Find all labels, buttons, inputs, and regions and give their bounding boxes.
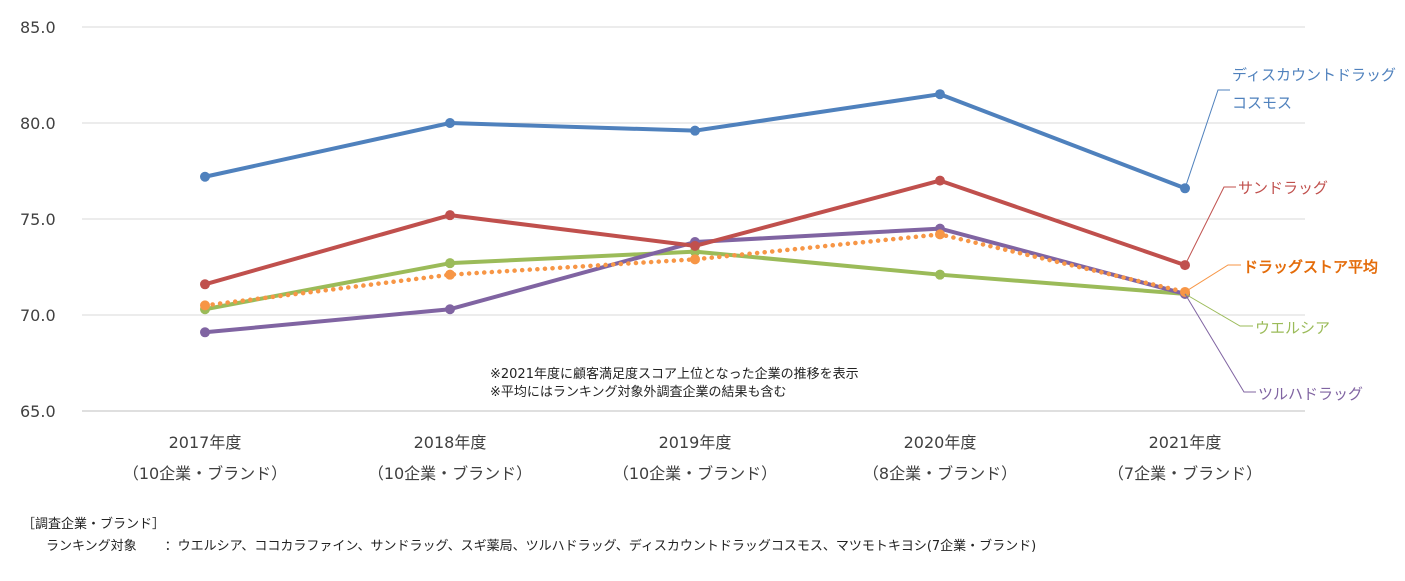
series-label: ドラッグストア平均 [1243, 258, 1378, 276]
data-point [690, 254, 700, 265]
x-tick-sublabel: （7企業・ブランド） [1108, 464, 1262, 483]
data-point [690, 240, 700, 251]
y-tick-label: 75.0 [20, 210, 56, 229]
data-point [445, 304, 455, 315]
x-tick-label: 2019年度 [659, 433, 732, 452]
series-line [203, 178, 1187, 287]
series-leader-line [1184, 264, 1241, 293]
series-label: ツルハドラッグ [1258, 385, 1363, 403]
data-point [935, 175, 945, 186]
data-point [690, 125, 700, 136]
series-leader-line [1184, 293, 1253, 327]
data-point [935, 269, 945, 280]
footnote-heading: ［調査企業・ブランド］ [22, 517, 166, 532]
footnote-row: ランキング対象 ：ウエルシア、ココカラファイン、サンドラッグ、スギ薬局、ツルハドラ… [22, 536, 1036, 558]
x-tick-sublabel: （8企業・ブランド） [863, 464, 1017, 483]
line-chart: 65.0 70.0 75.0 80.0 85.0 2017年度 （10企業・ブランド） 201… [20, 18, 1396, 483]
y-tick-label: 70.0 [20, 306, 56, 325]
footnote-text: ：ウエルシア、ココカラファイン、サンドラッグ、スギ薬局、ツルハドラッグ、ディスカ… [164, 539, 1037, 554]
chart-annotation: ※2021年度に顧客満足度スコア上位となった企業の推移を表示 [490, 366, 859, 382]
series-label: コスモス [1232, 94, 1292, 112]
y-tick-label: 65.0 [20, 402, 56, 421]
series-line [203, 92, 1187, 191]
series-label: ディスカウントドラッグ [1232, 66, 1396, 84]
y-tick-label: 85.0 [20, 18, 56, 37]
series-label: サンドラッグ [1238, 179, 1328, 197]
data-point [935, 229, 945, 240]
series-leader-line [1184, 293, 1256, 393]
chart-annotation: ※平均にはランキング対象外調査企業の結果も含む [490, 384, 787, 400]
data-point [445, 269, 455, 280]
data-point [935, 89, 945, 100]
series-leader-line [1184, 89, 1230, 189]
survey-footnote: ［調査企業・ブランド］ ランキング対象 ：ウエルシア、ココカラファイン、サンドラッ… [22, 514, 1036, 558]
series-leader-line [1184, 186, 1236, 266]
series-label: ウエルシア [1255, 319, 1330, 337]
data-point [445, 210, 455, 221]
x-tick-label: 2017年度 [169, 433, 242, 452]
data-point [445, 118, 455, 128]
footnote-label: ランキング対象 [46, 539, 137, 554]
data-point [445, 258, 455, 269]
data-point [200, 279, 210, 290]
data-point [200, 327, 210, 338]
data-point [200, 171, 210, 182]
x-tick-label: 2020年度 [904, 433, 977, 452]
y-tick-label: 80.0 [20, 114, 56, 133]
x-tick-label: 2018年度 [414, 433, 487, 452]
x-tick-sublabel: （10企業・ブランド） [613, 464, 777, 483]
x-tick-sublabel: （10企業・ブランド） [368, 464, 532, 483]
data-point [200, 300, 210, 311]
x-tick-label: 2021年度 [1149, 433, 1222, 452]
x-tick-sublabel: （10企業・ブランド） [123, 464, 287, 483]
